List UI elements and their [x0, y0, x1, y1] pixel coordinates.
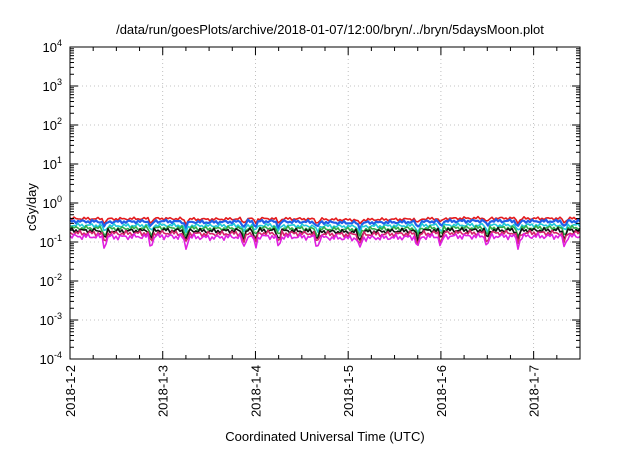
- y-tick-label: 104: [43, 38, 62, 55]
- series-line: [69, 226, 581, 243]
- series-line: [69, 229, 581, 246]
- y-tick-label: 100: [43, 194, 62, 211]
- x-tick-label: 2018-1-6: [434, 365, 449, 417]
- series-layer: [69, 215, 581, 250]
- grid-lines: [69, 46, 580, 360]
- x-tick-label: 2018-1-2: [63, 365, 78, 417]
- y-tick-label: 10-4: [40, 350, 62, 367]
- y-tick-label: 103: [43, 77, 62, 94]
- y-tick-label: 102: [43, 116, 62, 133]
- x-axis-label: Coordinated Universal Time (UTC): [225, 429, 424, 444]
- series-line: [69, 218, 581, 231]
- x-tick-label: 2018-1-3: [156, 365, 171, 417]
- y-axis-label: cGy/day: [24, 183, 39, 231]
- axis-ticks: [69, 46, 581, 360]
- series-line: [69, 222, 581, 235]
- series-line: [69, 224, 581, 239]
- y-tick-label: 10-1: [40, 233, 62, 250]
- x-tick-label: 2018-1-4: [248, 365, 263, 417]
- x-tick-label: 2018-1-7: [527, 365, 542, 417]
- y-tick-label: 10-2: [40, 272, 62, 289]
- series-line: [69, 232, 581, 250]
- chart-title: /data/run/goesPlots/archive/2018-01-07/1…: [116, 22, 544, 37]
- y-tick-label: 101: [43, 155, 62, 172]
- y-tick-label: 10-3: [40, 311, 62, 328]
- x-tick-label: 2018-1-5: [341, 365, 356, 417]
